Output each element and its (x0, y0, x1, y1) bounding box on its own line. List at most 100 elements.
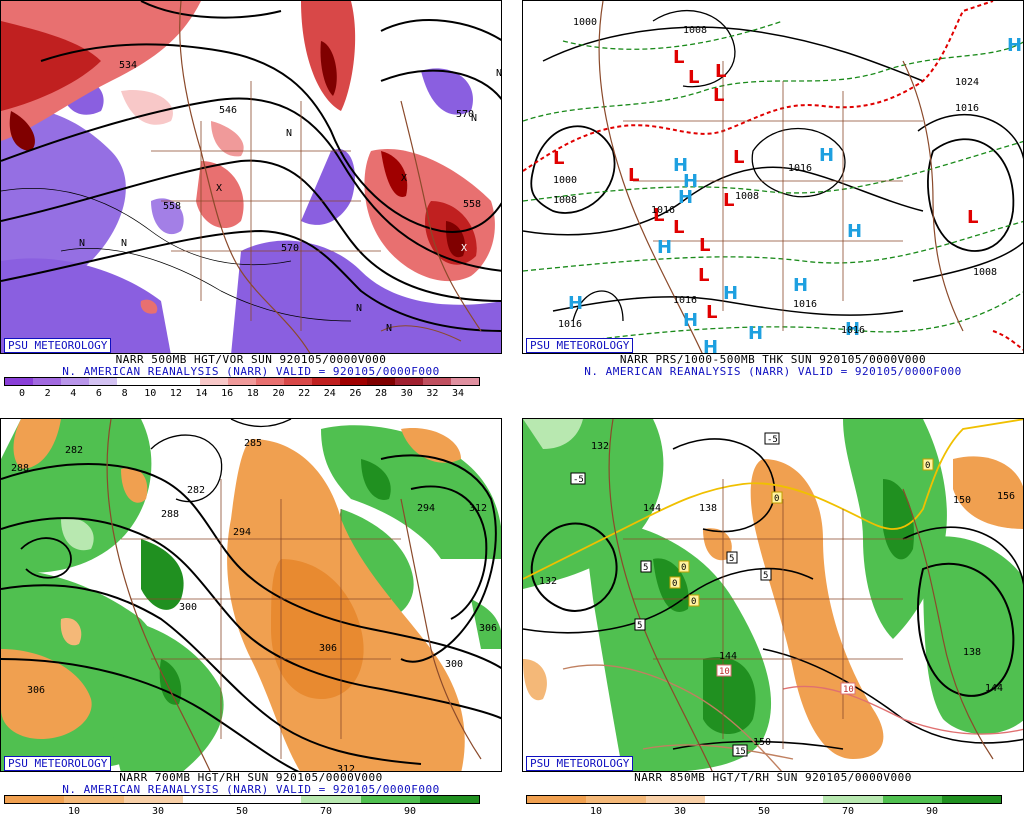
colorbar-tick-label: 70 (841, 806, 855, 817)
low-pressure-marker: L (673, 217, 684, 238)
colorbar-tick-label: 50 (235, 806, 249, 817)
low-pressure-marker: L (699, 235, 710, 256)
map-sea-level-pressure: L L L L L L L L L L L L L L H H H H H H (522, 0, 1024, 354)
colorbar-segment (116, 378, 145, 385)
colorbar-tick-label: 10 (144, 388, 157, 399)
high-pressure-marker: H (819, 145, 834, 166)
p2-pressure-label: 1016 (651, 205, 675, 216)
p4-colorbar (526, 795, 1002, 804)
p4-height-label: 150 (753, 737, 771, 748)
p4-height-label: 144 (985, 683, 1003, 694)
psu-meteorology-badge: PSU METEOROLOGY (526, 338, 634, 353)
colorbar-tick-label: 30 (151, 806, 165, 817)
svg-text:X: X (216, 183, 222, 194)
p3-colorbar-ticks: 10 30 50 70 90 (4, 806, 480, 818)
colorbar-segment (60, 378, 89, 385)
p4-height-label: 144 (719, 651, 737, 662)
colorbar-tick-label: 70 (319, 806, 333, 817)
p4-temp-label: -5 (573, 475, 584, 485)
colorbar-segment (144, 378, 173, 385)
colorbar-segment (704, 796, 764, 803)
p1-height-label: 570 (456, 109, 474, 120)
colorbar-tick-label: 18 (246, 388, 259, 399)
colorbar-segment (32, 378, 61, 385)
p3-height-label: 312 (469, 503, 487, 514)
p1-height-label: 534 (119, 60, 137, 71)
colorbar-tick-label: 34 (451, 388, 465, 399)
colorbar-segment (242, 796, 302, 803)
p4-temp-label: 15 (735, 747, 746, 757)
colorbar-tick-label: 90 (925, 806, 939, 817)
p4-temp-label: 0 (672, 579, 677, 589)
high-pressure-marker: H (673, 155, 688, 176)
map-850mb-temp-rh: 132 132 138 144 150 156 144 150 138 144 … (522, 418, 1024, 772)
p2-pressure-label: 1016 (788, 163, 812, 174)
colorbar-tick-label: 2 (44, 388, 51, 399)
colorbar-segment (339, 378, 368, 385)
p2-pressure-label: 1016 (841, 325, 865, 336)
p3-height-label: 312 (337, 764, 355, 772)
p4-temp-label: 0 (681, 563, 686, 573)
high-pressure-marker: H (568, 293, 583, 314)
panel-850mb-temp-rh: 132 132 138 144 150 156 144 150 138 144 … (522, 418, 1024, 818)
p1-height-label: 570 (281, 243, 299, 254)
p3-valid-line: N. AMERICAN REANALYSIS (NARR) VALID = 92… (62, 783, 440, 796)
psu-meteorology-badge: PSU METEOROLOGY (4, 338, 112, 353)
p2-title: NARR PRS/1000-500MB THK SUN 920105/0000V… (619, 353, 927, 366)
p3-height-label: 294 (417, 503, 435, 514)
p4-height-label: 138 (699, 503, 717, 514)
p4-temp-label: 5 (637, 621, 642, 631)
psu-meteorology-badge: PSU METEOROLOGY (4, 756, 112, 771)
svg-text:N: N (121, 238, 127, 249)
colorbar-tick-label: 90 (403, 806, 417, 817)
p1-colorbar-ticks: 0 2 4 6 8 10 12 14 16 18 20 22 24 26 28 30 32 34 (4, 388, 480, 400)
colorbar-tick-label: 16 (221, 388, 234, 399)
p2-pressure-label: 1008 (553, 195, 577, 206)
p4-temp-label: 0 (925, 461, 930, 471)
colorbar-tick-label: 22 (298, 388, 311, 399)
colorbar-tick-label: 14 (195, 388, 208, 399)
high-pressure-marker: H (748, 323, 763, 344)
low-pressure-marker: L (706, 302, 717, 323)
p4-temp-label: -5 (767, 435, 778, 445)
low-pressure-marker: L (673, 47, 684, 68)
colorbar-segment (367, 378, 396, 385)
high-pressure-marker: H (703, 337, 718, 354)
p4-height-label: 150 (953, 495, 971, 506)
colorbar-tick-label: 28 (375, 388, 388, 399)
low-pressure-marker: L (653, 205, 664, 226)
colorbar-tick-label: 20 (272, 388, 285, 399)
p2-pressure-label: 1016 (955, 103, 979, 114)
high-pressure-marker: H (657, 237, 672, 258)
high-pressure-marker: H (847, 221, 862, 242)
colorbar-tick-label: 24 (323, 388, 336, 399)
colorbar-segment (301, 796, 361, 803)
p3-height-label: 306 (27, 685, 45, 696)
p1-title: NARR 500MB HGT/VOR SUN 920105/0000V000 (115, 353, 387, 366)
svg-text:X: X (401, 173, 407, 184)
colorbar-tick-label: 10 (67, 806, 81, 817)
low-pressure-marker: L (698, 265, 709, 286)
p2-pressure-label: 1016 (673, 295, 697, 306)
colorbar-segment (419, 796, 479, 803)
svg-text:X: X (461, 243, 467, 254)
p3-height-label: 282 (65, 445, 83, 456)
svg-text:N: N (356, 303, 362, 314)
p3-title: NARR 700MB HGT/RH SUN 920105/0000V000 (119, 771, 383, 784)
low-pressure-marker: L (553, 148, 564, 169)
high-pressure-marker: H (678, 187, 693, 208)
colorbar-segment (283, 378, 312, 385)
p4-temp-label: 5 (643, 563, 648, 573)
high-pressure-marker: H (793, 275, 808, 296)
p4-height-label: 156 (997, 491, 1015, 502)
p3-height-label: 300 (179, 602, 197, 613)
colorbar-segment (123, 796, 183, 803)
p3-height-label: 282 (187, 485, 205, 496)
svg-text:N: N (286, 128, 292, 139)
p1-height-label: 558 (163, 201, 181, 212)
p1-height-label: 558 (463, 199, 481, 210)
p4-temp-label: 5 (763, 571, 768, 581)
p3-height-label: 306 (479, 623, 497, 634)
p2-pressure-label: 1008 (683, 25, 707, 36)
svg-text:N: N (471, 113, 477, 124)
